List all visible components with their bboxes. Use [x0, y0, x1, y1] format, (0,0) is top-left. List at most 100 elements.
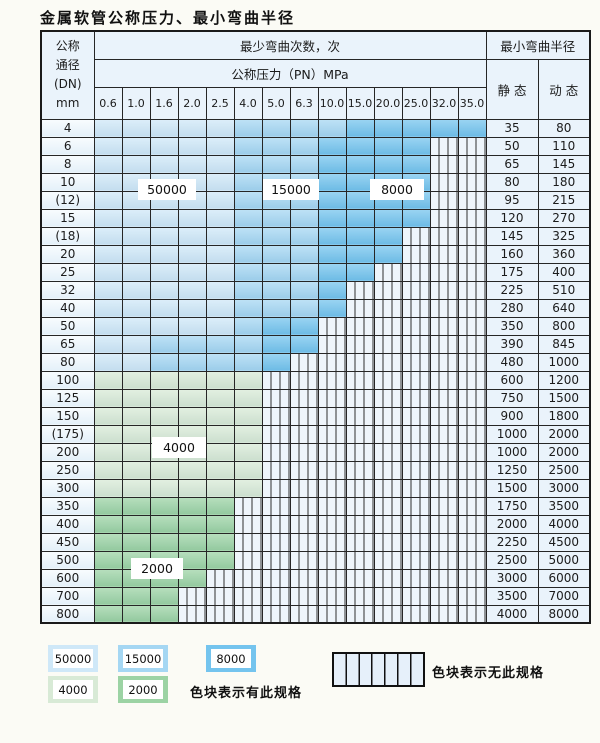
- spec-cell: [233, 154, 263, 174]
- spec-cell: [177, 262, 207, 282]
- spec-cell: [289, 208, 319, 228]
- no-spec-cell: [373, 460, 403, 480]
- spec-cell: [177, 460, 207, 480]
- cycle-count-label-8000: 8000: [370, 179, 424, 200]
- spec-cell: [121, 514, 151, 534]
- spec-cell: [93, 208, 123, 228]
- no-spec-cell: [429, 478, 459, 498]
- no-spec-cell: [457, 316, 487, 336]
- static-radius-cell: 145: [485, 226, 539, 246]
- spec-cell: [233, 370, 263, 390]
- no-spec-cell: [457, 514, 487, 534]
- no-spec-cell: [373, 514, 403, 534]
- no-spec-cell: [373, 352, 403, 372]
- header-dn-line: 公称: [55, 39, 80, 54]
- spec-cell: [317, 136, 347, 156]
- spec-cell: [205, 244, 235, 264]
- spec-cell: [457, 118, 487, 138]
- dn-cell: 32: [40, 280, 95, 300]
- no-spec-cell: [429, 424, 459, 444]
- no-spec-cell: [345, 406, 375, 426]
- spec-cell: [93, 532, 123, 552]
- spec-cell: [233, 262, 263, 282]
- spec-cell: [205, 406, 235, 426]
- table-row: 700 3500 7000: [40, 586, 591, 606]
- no-spec-cell: [401, 514, 431, 534]
- no-spec-cell: [457, 532, 487, 552]
- dynamic-radius-cell: 7000: [537, 586, 591, 606]
- spec-cell: [177, 352, 207, 372]
- pressure-col-header: 15.0: [345, 86, 375, 120]
- no-spec-cell: [401, 604, 431, 624]
- header-dynamic: 动 态: [537, 58, 591, 120]
- spec-cell: [205, 478, 235, 498]
- spec-cell: [121, 388, 151, 408]
- no-spec-cell: [317, 316, 347, 336]
- no-spec-cell: [401, 226, 431, 246]
- spec-cell: [177, 370, 207, 390]
- spec-cell: [205, 298, 235, 318]
- table-row: 80 480 1000: [40, 352, 591, 372]
- spec-cell: [121, 244, 151, 264]
- spec-cell: [261, 244, 291, 264]
- no-spec-cell: [429, 514, 459, 534]
- no-spec-cell: [429, 280, 459, 300]
- no-spec-cell: [345, 370, 375, 390]
- no-spec-cell: [205, 586, 235, 606]
- spec-cell: [289, 280, 319, 300]
- no-spec-cell: [429, 532, 459, 552]
- dynamic-radius-cell: 80: [537, 118, 591, 138]
- spec-cell: [121, 136, 151, 156]
- table-row: 500 2500 5000: [40, 550, 591, 570]
- spec-cell: [93, 190, 123, 210]
- dn-cell: 65: [40, 334, 95, 354]
- spec-cell: [205, 550, 235, 570]
- dynamic-radius-cell: 5000: [537, 550, 591, 570]
- no-spec-cell: [261, 514, 291, 534]
- spec-cell: [233, 172, 263, 192]
- no-spec-cell: [429, 262, 459, 282]
- spec-cell: [121, 280, 151, 300]
- spec-cell: [149, 388, 179, 408]
- spec-cell: [373, 136, 403, 156]
- spec-cell: [149, 226, 179, 246]
- spec-cell: [93, 406, 123, 426]
- static-radius-cell: 3000: [485, 568, 539, 588]
- spec-cell: [121, 370, 151, 390]
- spec-cell: [177, 406, 207, 426]
- dn-cell: 100: [40, 370, 95, 390]
- spec-cell: [121, 262, 151, 282]
- spec-cell: [93, 442, 123, 462]
- spec-cell: [121, 532, 151, 552]
- spec-cell: [121, 208, 151, 228]
- spec-cell: [373, 226, 403, 246]
- no-spec-cell: [457, 568, 487, 588]
- spec-cell: [177, 532, 207, 552]
- no-spec-cell: [401, 550, 431, 570]
- spec-cell: [149, 298, 179, 318]
- dn-cell: 150: [40, 406, 95, 426]
- no-spec-cell: [261, 388, 291, 408]
- spec-cell: [93, 118, 123, 138]
- dn-cell: 15: [40, 208, 95, 228]
- spec-cell: [233, 352, 263, 372]
- spec-cell: [149, 604, 179, 624]
- spec-cell: [149, 154, 179, 174]
- spec-cell: [205, 334, 235, 354]
- spec-cell: [149, 406, 179, 426]
- no-spec-cell: [289, 568, 319, 588]
- spec-cell: [233, 298, 263, 318]
- no-spec-cell: [205, 604, 235, 624]
- no-spec-cell: [233, 568, 263, 588]
- spec-cell: [93, 280, 123, 300]
- no-spec-cell: [373, 478, 403, 498]
- no-spec-cell: [457, 550, 487, 570]
- spec-cell: [177, 280, 207, 300]
- table-row: 8 65 145: [40, 154, 591, 174]
- no-spec-cell: [345, 460, 375, 480]
- no-spec-cell: [261, 442, 291, 462]
- no-spec-cell: [429, 550, 459, 570]
- header-pressure: 公称压力（PN）MPa: [93, 58, 487, 88]
- no-spec-cell: [401, 388, 431, 408]
- no-spec-cell: [429, 388, 459, 408]
